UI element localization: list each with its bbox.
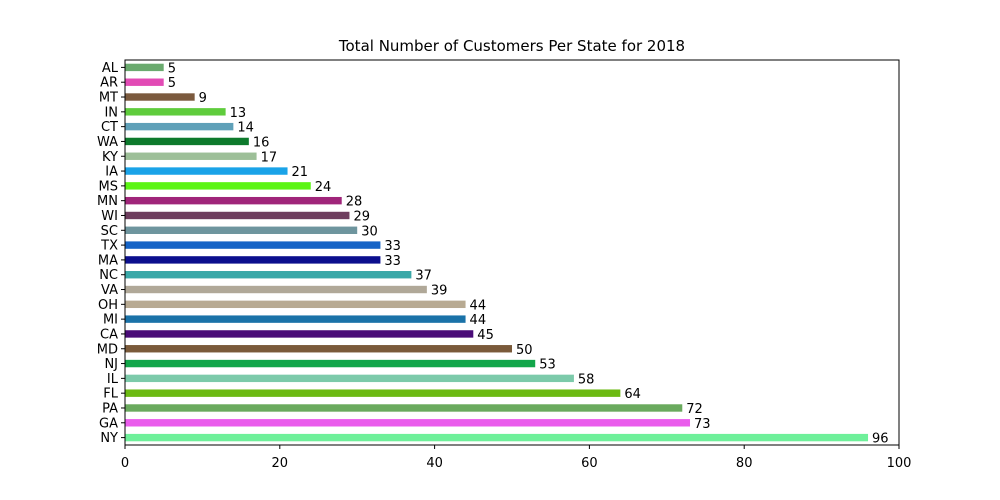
data-label-mt: 9	[199, 91, 207, 106]
y-tick-label-wi: WI	[101, 209, 118, 224]
data-label-wi: 29	[353, 209, 370, 224]
y-tick-label-in: IN	[104, 105, 118, 120]
bar-md	[125, 345, 512, 353]
data-label-fl: 64	[624, 387, 641, 402]
bar-va	[125, 285, 427, 294]
data-label-sc: 30	[361, 224, 378, 239]
bar-ar	[125, 78, 164, 86]
y-tick-label-md: MD	[97, 342, 118, 357]
bar-wa	[125, 137, 249, 146]
data-label-pa: 72	[686, 402, 703, 417]
x-tick-label-0: 0	[121, 456, 129, 471]
data-label-ga: 73	[694, 417, 711, 432]
y-tick-label-ky: KY	[102, 150, 118, 165]
bar-oh	[125, 300, 466, 309]
data-label-ms: 24	[315, 180, 332, 195]
bar-fl	[125, 389, 621, 397]
bar-nc	[125, 271, 412, 279]
bar-mt	[125, 93, 195, 101]
bar-ct	[125, 122, 234, 131]
bar-il	[125, 374, 574, 383]
x-axis-ticks: 0 20 40 60 80 100	[121, 445, 912, 471]
y-tick-label-pa: PA	[102, 401, 118, 416]
bar-mn	[125, 196, 342, 205]
data-label-mn: 28	[346, 195, 363, 210]
y-tick-label-ny: NY	[100, 431, 118, 446]
y-tick-labels: ALARMTINCTWAKYIAMSMNWISCTXMANCVAOHMICAMD…	[97, 61, 125, 446]
y-tick-label-ms: MS	[99, 179, 118, 194]
x-tick-label-40: 40	[426, 456, 443, 471]
data-label-mi: 44	[470, 313, 487, 328]
data-labels: 5591314161721242829303333373944444550535…	[168, 61, 889, 446]
bar-ky	[125, 152, 257, 160]
x-tick-label-20: 20	[272, 456, 289, 471]
y-tick-label-il: IL	[107, 372, 119, 387]
y-tick-label-mt: MT	[99, 91, 118, 106]
bar-ms	[125, 182, 311, 190]
y-tick-label-ia: IA	[105, 165, 118, 180]
y-tick-label-ma: MA	[98, 253, 118, 268]
y-tick-label-mn: MN	[97, 194, 118, 209]
bar-ma	[125, 256, 381, 264]
y-tick-label-ca: CA	[100, 327, 118, 342]
bar-wi	[125, 211, 350, 220]
y-tick-label-tx: TX	[100, 239, 118, 254]
y-tick-label-ar: AR	[100, 76, 118, 91]
data-label-wa: 16	[253, 135, 270, 150]
data-label-va: 39	[431, 284, 448, 299]
bar-sc	[125, 226, 358, 234]
bar-tx	[125, 241, 381, 249]
data-label-oh: 44	[470, 298, 487, 313]
data-label-tx: 33	[384, 239, 401, 254]
y-tick-label-al: AL	[102, 61, 119, 76]
y-tick-label-oh: OH	[98, 298, 118, 313]
y-tick-label-wa: WA	[97, 135, 118, 150]
y-tick-label-ct: CT	[101, 120, 118, 135]
bar-ny	[125, 433, 869, 442]
data-label-ct: 14	[237, 121, 254, 136]
y-tick-label-nj: NJ	[104, 357, 118, 372]
bar-pa	[125, 404, 683, 412]
y-tick-label-fl: FL	[103, 387, 118, 402]
data-label-ny: 96	[872, 432, 889, 447]
bar-in	[125, 108, 226, 116]
y-tick-label-ga: GA	[99, 416, 118, 431]
data-label-ar: 5	[168, 76, 176, 91]
plot-frame	[124, 59, 900, 446]
data-label-al: 5	[168, 61, 176, 76]
bar-ga	[125, 419, 691, 427]
x-tick-label-100: 100	[887, 456, 912, 471]
bar-ca	[125, 330, 474, 338]
bar-al	[125, 63, 164, 72]
data-label-ca: 45	[477, 328, 494, 343]
data-label-ma: 33	[384, 254, 401, 269]
data-label-nj: 53	[539, 358, 556, 373]
data-label-ky: 17	[261, 150, 278, 165]
y-tick-label-sc: SC	[101, 224, 118, 239]
y-tick-label-mi: MI	[103, 313, 118, 328]
bar-ia	[125, 167, 288, 175]
y-tick-label-va: VA	[101, 283, 118, 298]
data-label-il: 58	[578, 372, 595, 387]
data-label-nc: 37	[415, 269, 432, 284]
data-label-ia: 21	[292, 165, 309, 180]
data-label-md: 50	[516, 343, 533, 358]
chart-title: Total Number of Customers Per State for …	[338, 37, 685, 55]
bar-nj	[125, 359, 536, 368]
x-tick-label-80: 80	[736, 456, 753, 471]
bar-mi	[125, 315, 466, 323]
y-tick-label-nc: NC	[99, 268, 118, 283]
x-tick-label-60: 60	[581, 456, 598, 471]
bars-group	[125, 63, 869, 442]
data-label-in: 13	[230, 106, 247, 121]
